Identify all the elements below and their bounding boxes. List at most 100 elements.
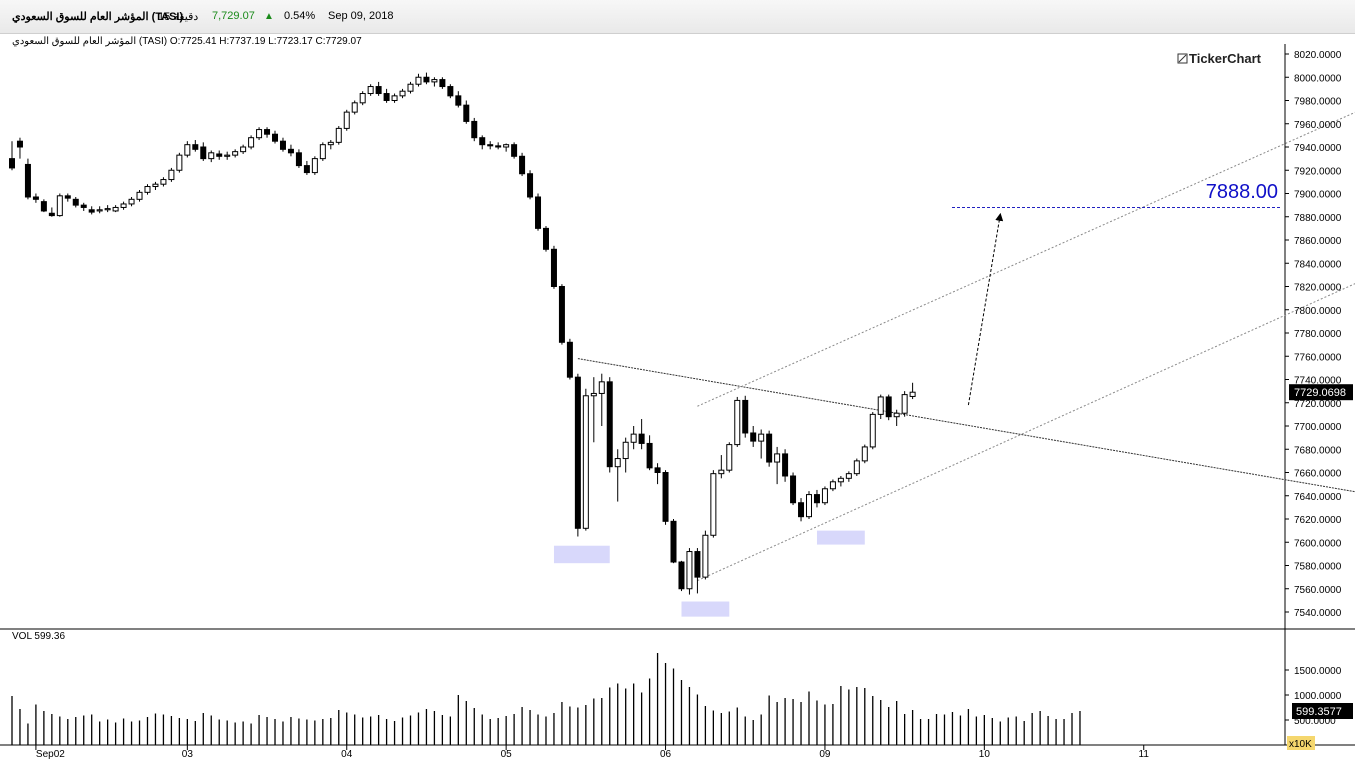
candle-up (224, 154, 231, 157)
price-tick-label: 7940.0000 (1294, 143, 1342, 154)
support-markers (553, 530, 865, 617)
up-arrow-icon: ▲ (264, 11, 274, 22)
candle-down (495, 145, 502, 148)
candle-down (32, 196, 39, 200)
candle-down (790, 475, 797, 504)
chart-frame (0, 44, 1355, 746)
candle-down (80, 204, 87, 208)
candle-down (766, 433, 773, 463)
candle-up (893, 412, 900, 418)
candle-up (702, 534, 709, 578)
candle-up (168, 169, 175, 181)
candle-up (152, 183, 159, 188)
time-axis: Sep02 03 04 05 06 09 10 11 (35, 745, 1150, 760)
candle-up (503, 144, 510, 148)
candle-down (535, 196, 542, 229)
ticker-logo-icon (1177, 53, 1188, 64)
volume-tick-label: 1500.0000 (1294, 666, 1342, 677)
interval-label[interactable]: 15 دقيقة (158, 11, 199, 23)
time-tick-label: 04 (341, 749, 353, 760)
price-tick-label: 7720.0000 (1294, 399, 1342, 410)
candle-up (869, 413, 876, 448)
candle-down (566, 341, 573, 378)
price-tick-label: 7860.0000 (1294, 236, 1342, 247)
candle-up (248, 137, 255, 148)
candle-up (120, 203, 127, 208)
candle-down (670, 520, 677, 563)
candle-down (479, 137, 486, 146)
volume-tick-label: 500.0000 (1294, 716, 1336, 727)
date-label: Sep 09, 2018 (328, 10, 394, 22)
candle-up (359, 93, 366, 104)
candle-down (375, 86, 382, 95)
volume-scale-label: x10K (1289, 739, 1312, 750)
candle-up (630, 433, 637, 443)
candle-up (208, 152, 215, 160)
candle-down (574, 376, 581, 529)
candle-up (821, 488, 828, 504)
time-tick-label: 11 (1139, 749, 1150, 760)
candle-up (319, 144, 326, 160)
candle-up (845, 473, 852, 479)
candle-up (367, 86, 374, 95)
last-volume-value: 599.3577 (1296, 706, 1342, 718)
candle-up (614, 458, 621, 468)
candle-down (646, 442, 653, 469)
price-tick-label: 7640.0000 (1294, 492, 1342, 503)
candle-up (710, 473, 717, 536)
time-tick-label: 09 (819, 749, 831, 760)
volume-scale-badge (1287, 736, 1315, 750)
candle-down (383, 93, 390, 102)
candle-up (232, 151, 239, 156)
price-tick-label: 7680.0000 (1294, 445, 1342, 456)
candle-up (407, 83, 414, 92)
candle-up (351, 102, 358, 113)
candle-down (606, 381, 613, 468)
price-tick-label: 7700.0000 (1294, 422, 1342, 433)
candle-down (295, 152, 302, 167)
candle-up (176, 154, 183, 171)
candle-up (431, 79, 438, 83)
candle-down (798, 502, 805, 518)
price-tick-label: 7840.0000 (1294, 259, 1342, 270)
candle-down (447, 86, 454, 97)
candle-down (264, 129, 271, 135)
price-tick-label: 7740.0000 (1294, 376, 1342, 387)
trend-lines (577, 111, 1355, 582)
candle-down (638, 433, 645, 444)
candle-up (160, 179, 167, 185)
candle-down (9, 158, 15, 169)
price-tick-label: 7600.0000 (1294, 538, 1342, 549)
candle-down (463, 104, 470, 122)
candle-up (415, 76, 422, 85)
candle-down (303, 165, 310, 174)
last-price-box (1289, 384, 1353, 401)
candle-up (806, 494, 812, 518)
price-tick-label: 7560.0000 (1294, 585, 1342, 596)
last-price-value: 7729.0698 (1294, 387, 1346, 399)
candle-up (128, 198, 135, 205)
level-marker (553, 545, 610, 564)
price-tick-label: 7820.0000 (1294, 283, 1342, 294)
candle-up (240, 146, 247, 153)
candle-down (511, 144, 518, 157)
candle-up (686, 551, 693, 590)
time-tick-label: 06 (660, 749, 672, 760)
price-tick-label: 7580.0000 (1294, 562, 1342, 573)
candle-down (64, 195, 71, 199)
candle-up (853, 460, 860, 475)
candle-down (40, 201, 47, 212)
candle-up (837, 477, 844, 483)
candle-up (726, 444, 733, 471)
price-tick-label: 7540.0000 (1294, 608, 1342, 619)
brand-name: TickerChart (1189, 51, 1262, 66)
candle-down (24, 163, 31, 198)
candle-up (590, 392, 597, 397)
trend-line (697, 283, 1355, 582)
target-price-label: 7888.00 (1206, 181, 1278, 203)
last-volume-box (1292, 703, 1353, 719)
symbol-name[interactable]: المؤشر العام للسوق السعودي (TASI) (12, 11, 184, 23)
candle-up (901, 394, 908, 414)
